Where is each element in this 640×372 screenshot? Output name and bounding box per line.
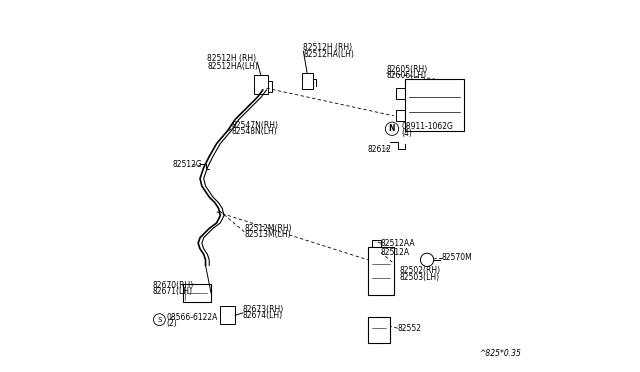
Text: 82513M(LH): 82513M(LH) [244, 230, 291, 239]
Text: 82673(RH): 82673(RH) [243, 305, 284, 314]
Bar [396, 88, 405, 99]
Text: (2): (2) [167, 319, 177, 328]
Bar [372, 240, 381, 247]
Text: 82605(RH): 82605(RH) [387, 65, 428, 74]
Text: 82547N(RH): 82547N(RH) [232, 121, 278, 129]
Text: 82570M: 82570M [442, 253, 472, 263]
Text: (4): (4) [401, 129, 412, 138]
Text: 82512A: 82512A [381, 248, 410, 257]
Bar [184, 284, 211, 302]
Text: 82512G: 82512G [172, 160, 202, 169]
Text: S: S [157, 317, 161, 323]
Text: N: N [388, 124, 396, 133]
Text: 82512H (RH): 82512H (RH) [303, 43, 353, 52]
Bar [368, 317, 390, 343]
Text: 82512M(RH): 82512M(RH) [244, 224, 292, 233]
Text: 82606(LH): 82606(LH) [387, 71, 427, 80]
Bar [301, 73, 312, 89]
Bar [396, 110, 405, 121]
Bar [254, 75, 268, 94]
Text: 82512H (RH): 82512H (RH) [207, 54, 257, 63]
Text: 82512AA: 82512AA [381, 239, 415, 248]
Text: 82503(LH): 82503(LH) [399, 273, 440, 282]
Text: 82612: 82612 [368, 145, 392, 154]
Text: ^825*0.35: ^825*0.35 [479, 350, 521, 359]
Text: 82512HA(LH): 82512HA(LH) [303, 51, 355, 60]
Bar [368, 247, 394, 295]
Text: 82552: 82552 [397, 324, 422, 333]
Text: 82512HA(LH): 82512HA(LH) [207, 61, 259, 71]
Bar [405, 79, 464, 131]
Bar [220, 306, 235, 324]
Text: 82548N(LH): 82548N(LH) [232, 127, 277, 136]
Text: 08566-6122A: 08566-6122A [167, 313, 218, 322]
Text: 08911-1062G: 08911-1062G [401, 122, 453, 131]
Text: 82502(RH): 82502(RH) [399, 266, 440, 275]
Text: 82674(LH): 82674(LH) [243, 311, 283, 320]
Text: 82670(RH): 82670(RH) [152, 281, 193, 290]
Text: 82671(LH): 82671(LH) [152, 288, 192, 296]
